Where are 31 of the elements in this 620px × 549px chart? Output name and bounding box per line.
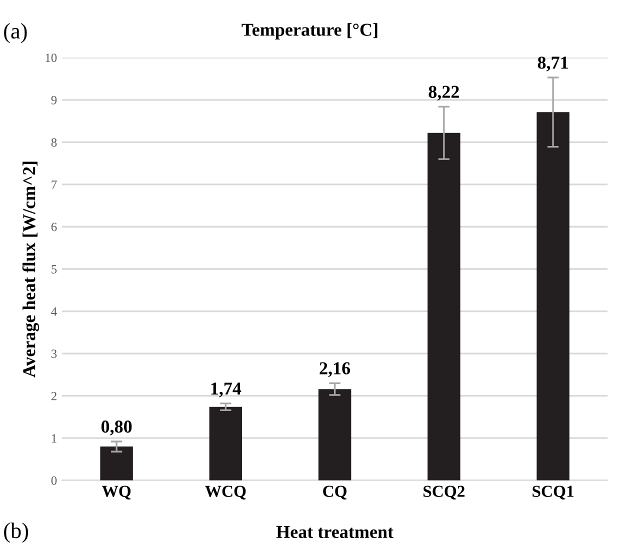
y-tick-label: 8 — [51, 138, 57, 147]
data-label: 8,71 — [538, 56, 568, 72]
text: (a) — [4, 23, 27, 44]
bar — [100, 446, 133, 480]
y-tick-label: 4 — [51, 307, 57, 316]
text: (b) — [4, 522, 28, 543]
bar — [536, 112, 570, 480]
y-tick-label: 9 — [51, 96, 57, 104]
y-tick-label: 3 — [51, 350, 57, 358]
bar — [318, 389, 352, 480]
bar — [209, 406, 242, 480]
x-tick-label: WQ — [102, 486, 131, 500]
x-tick-label: WCQ — [205, 486, 246, 500]
data-label: 8,22 — [428, 86, 459, 101]
y-tick-label: 10 — [46, 54, 57, 62]
y-tick-label: 6 — [51, 222, 57, 232]
y-tick-label: 2 — [51, 392, 56, 400]
data-label: 1,74 — [211, 382, 242, 398]
data-label: 2,16 — [320, 362, 350, 378]
y-tick-label: 1 — [52, 434, 56, 442]
x-axis-title: Heat treatment — [276, 526, 394, 538]
y-tick-label: 5 — [52, 265, 57, 274]
data-label: 0,80 — [101, 420, 132, 436]
x-tick-label: SCQ1 — [532, 486, 574, 500]
y-tick-label: 0 — [51, 476, 57, 485]
y-tick-label: 7 — [52, 180, 57, 189]
x-tick-label: SCQ2 — [424, 486, 465, 500]
chart-title: Temperature [°C] — [242, 23, 378, 40]
bar — [428, 132, 460, 480]
y-axis-title: Average heat flux [W/cm^2] — [22, 162, 40, 378]
x-tick-label: CQ — [323, 486, 347, 500]
